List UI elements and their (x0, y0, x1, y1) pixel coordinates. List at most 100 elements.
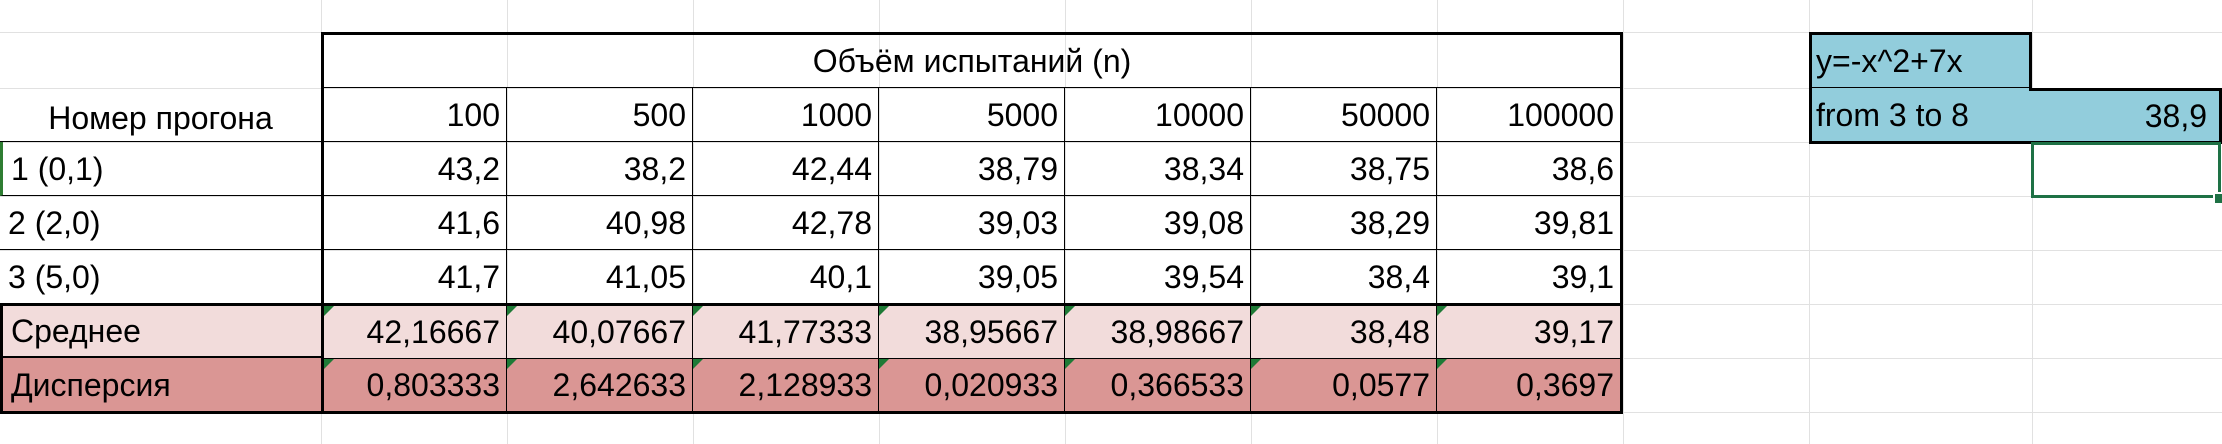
gridline (1437, 0, 1438, 444)
column-header-cell[interactable]: 500 (507, 88, 693, 142)
data-value: 38,4 (1367, 259, 1430, 295)
row-header-title-cell[interactable]: Номер прогона (0, 88, 321, 142)
column-header-label: 50000 (1341, 96, 1430, 133)
data-value: 42,78 (791, 204, 872, 241)
header-group-label: Объём испытаний (n) (812, 43, 1132, 79)
data-cell[interactable]: 40,98 (507, 196, 693, 250)
mean-label-cell[interactable]: Среднее (0, 303, 321, 359)
gridline (693, 0, 694, 444)
gridline (0, 250, 2222, 251)
mean-value: 38,48 (1349, 314, 1430, 350)
data-value: 38,6 (1551, 150, 1614, 187)
gridline (0, 142, 2222, 143)
data-cell[interactable]: 39,1 (1437, 250, 1623, 304)
data-cell[interactable]: 39,08 (1065, 196, 1251, 250)
mean-value: 40,07667 (552, 314, 686, 350)
data-cell[interactable]: 43,2 (321, 142, 507, 196)
error-marker-icon (1437, 306, 1447, 316)
data-value: 38,34 (1163, 150, 1244, 187)
mean-value: 42,16667 (366, 314, 500, 350)
data-cell[interactable]: 42,78 (693, 196, 879, 250)
data-cell[interactable]: 38,4 (1251, 250, 1437, 304)
column-header-cell[interactable]: 5000 (879, 88, 1065, 142)
mean-value: 39,17 (1533, 314, 1614, 350)
active-cell-selection[interactable] (2031, 142, 2221, 198)
range-text: from 3 to 8 (1816, 96, 1969, 133)
variance-cell[interactable]: 2,128933 (693, 358, 879, 414)
variance-cell[interactable]: 0,020933 (879, 358, 1065, 414)
variance-value: 0,803333 (366, 367, 500, 403)
data-value: 40,98 (605, 204, 686, 241)
formula-cell[interactable]: y=-x^2+7x (1809, 32, 2032, 88)
header-group-cell[interactable]: Объём испытаний (n) (321, 32, 1623, 88)
mean-cell[interactable]: 38,98667 (1065, 303, 1251, 358)
data-cell[interactable]: 39,03 (879, 196, 1065, 250)
gridline (1623, 0, 1624, 444)
gridline (507, 0, 508, 444)
variance-value: 0,366533 (1110, 367, 1244, 403)
data-cell[interactable]: 40,1 (693, 250, 879, 304)
data-cell[interactable]: 41,7 (321, 250, 507, 304)
result-cell[interactable]: 38,9 (2029, 88, 2222, 144)
data-cell[interactable]: 42,44 (693, 142, 879, 196)
variance-cell[interactable]: 0,3697 (1437, 358, 1623, 414)
data-cell[interactable]: 39,05 (879, 250, 1065, 304)
mean-label: Среднее (11, 313, 141, 349)
data-cell[interactable]: 39,81 (1437, 196, 1623, 250)
variance-label-cell[interactable]: Дисперсия (0, 358, 321, 414)
row-label: 1 (0,1) (11, 150, 104, 187)
mean-cell[interactable]: 40,07667 (507, 303, 693, 358)
error-marker-icon (1251, 306, 1261, 316)
gridline (1809, 0, 1810, 444)
column-header-cell[interactable]: 100 (321, 88, 507, 142)
data-cell[interactable]: 39,54 (1065, 250, 1251, 304)
column-header-cell[interactable]: 1000 (693, 88, 879, 142)
fill-handle[interactable] (2213, 192, 2222, 205)
data-cell[interactable]: 38,6 (1437, 142, 1623, 196)
data-value: 41,05 (605, 259, 686, 295)
column-header-label: 5000 (986, 96, 1058, 133)
data-value: 41,6 (437, 204, 500, 241)
mean-cell[interactable]: 41,77333 (693, 303, 879, 358)
data-cell[interactable]: 38,2 (507, 142, 693, 196)
gridline (1065, 0, 1066, 444)
variance-cell[interactable]: 0,0577 (1251, 358, 1437, 414)
formula-text: y=-x^2+7x (1816, 43, 1963, 79)
error-marker-icon (1065, 359, 1075, 369)
error-marker-icon (879, 359, 889, 369)
data-value: 38,79 (977, 150, 1058, 187)
data-value: 39,1 (1551, 259, 1614, 295)
error-marker-icon (324, 359, 334, 369)
mean-cell[interactable]: 38,95667 (879, 303, 1065, 358)
mean-cell[interactable]: 39,17 (1437, 303, 1623, 358)
variance-cell[interactable]: 0,803333 (321, 358, 507, 414)
data-cell[interactable]: 38,29 (1251, 196, 1437, 250)
data-cell[interactable]: 38,75 (1251, 142, 1437, 196)
mean-cell[interactable]: 38,48 (1251, 303, 1437, 358)
column-header-cell[interactable]: 100000 (1437, 88, 1623, 142)
row-label-cell[interactable]: 2 (2,0) (0, 196, 321, 250)
data-cell[interactable]: 38,79 (879, 142, 1065, 196)
variance-cell[interactable]: 2,642633 (507, 358, 693, 414)
row-label-cell[interactable]: 3 (5,0) (0, 250, 321, 304)
variance-cell[interactable]: 0,366533 (1065, 358, 1251, 414)
data-cell[interactable]: 38,34 (1065, 142, 1251, 196)
column-header-label: 500 (632, 96, 686, 133)
mean-value: 41,77333 (738, 314, 872, 350)
column-header-cell[interactable]: 50000 (1251, 88, 1437, 142)
row-label: 2 (2,0) (8, 204, 101, 241)
column-header-cell[interactable]: 10000 (1065, 88, 1251, 142)
data-value: 43,2 (437, 150, 500, 187)
data-cell[interactable]: 41,6 (321, 196, 507, 250)
error-marker-icon (693, 359, 703, 369)
data-cell[interactable]: 41,05 (507, 250, 693, 304)
error-marker-icon (324, 306, 334, 316)
result-value: 38,9 (2144, 98, 2207, 134)
gridline (2032, 0, 2033, 444)
range-cell[interactable]: from 3 to 8 (1809, 88, 2032, 144)
mean-value: 38,98667 (1110, 314, 1244, 350)
row-label-cell[interactable]: 1 (0,1) (0, 142, 321, 196)
column-header-label: 1000 (800, 96, 872, 133)
mean-cell[interactable]: 42,16667 (321, 303, 507, 358)
